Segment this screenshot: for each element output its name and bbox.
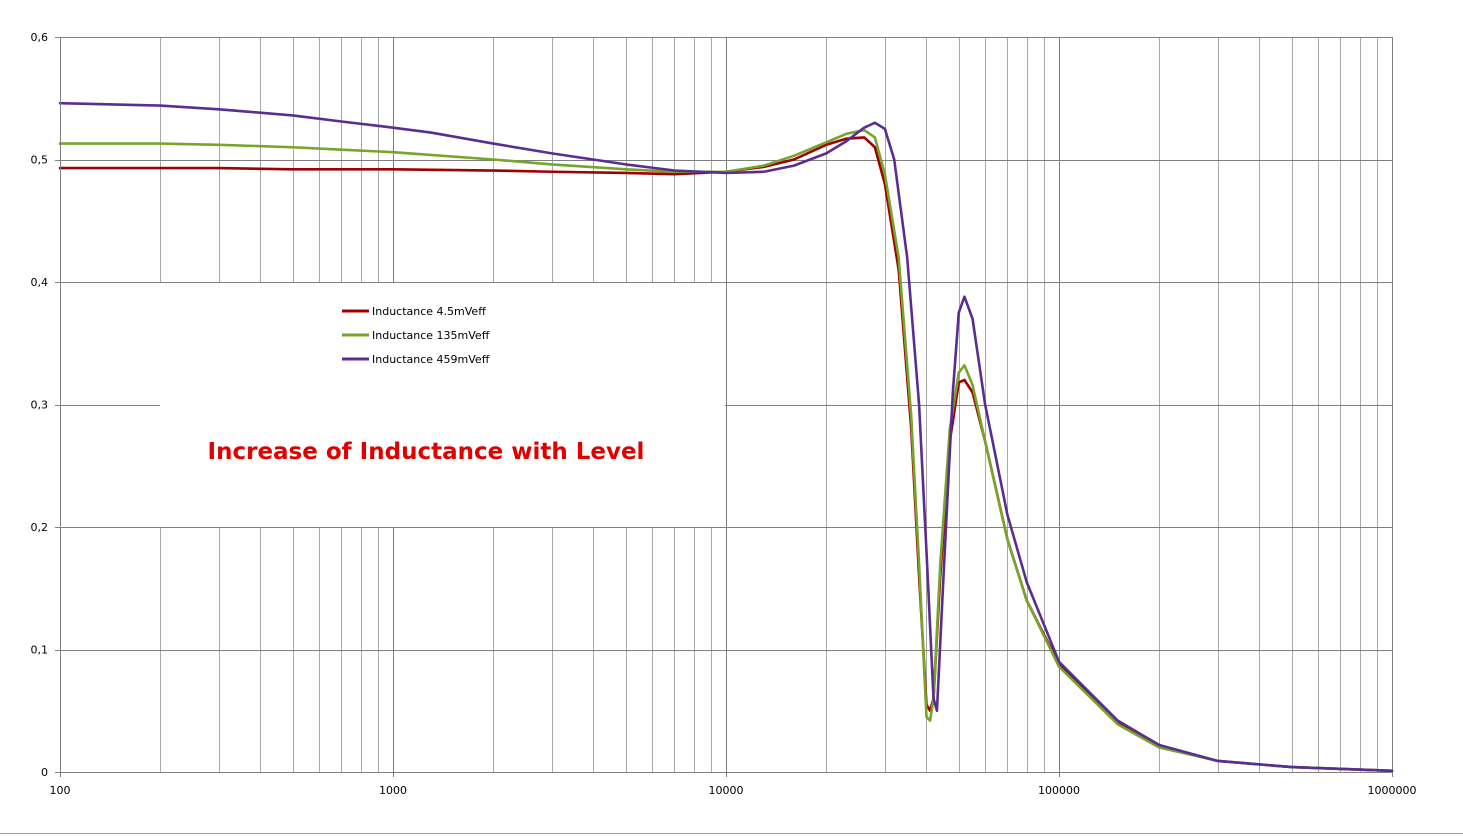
- x-tick-label: 100: [50, 784, 71, 797]
- series-group: [58, 101, 1394, 773]
- y-tick-label: 0,5: [31, 154, 49, 167]
- series-line-2: [58, 128, 1394, 773]
- y-tick-label: 0,2: [31, 521, 49, 534]
- y-tick-label: 0,3: [31, 399, 49, 412]
- y-tick-label: 0,1: [31, 644, 49, 657]
- legend-label-1: Inductance 4.5mVeff: [372, 305, 486, 318]
- x-tick-label: 1000000: [1368, 784, 1417, 797]
- series-line-3: [58, 101, 1394, 773]
- legend-label-2: Inductance 135mVeff: [372, 329, 490, 342]
- bottom-divider: [0, 833, 1463, 834]
- x-tick-label: 100000: [1038, 784, 1080, 797]
- legend: Inductance 4.5mVeff Inductance 135mVeff In…: [342, 305, 490, 366]
- x-tick-label: 1000: [379, 784, 407, 797]
- x-tick-label: 10000: [709, 784, 744, 797]
- legend-background: [160, 283, 725, 527]
- y-tick-label: 0,6: [31, 31, 49, 44]
- chart-title: Increase of Inductance with Level: [208, 439, 645, 465]
- legend-label-3: Inductance 459mVeff: [372, 353, 490, 366]
- y-tick-label: 0: [41, 766, 48, 779]
- y-tick-label: 0,4: [31, 276, 49, 289]
- axes: 0 0,1 0,2 0,3 0,4 0,5 0,6 100 1000 10000 100000 100…: [31, 31, 1417, 797]
